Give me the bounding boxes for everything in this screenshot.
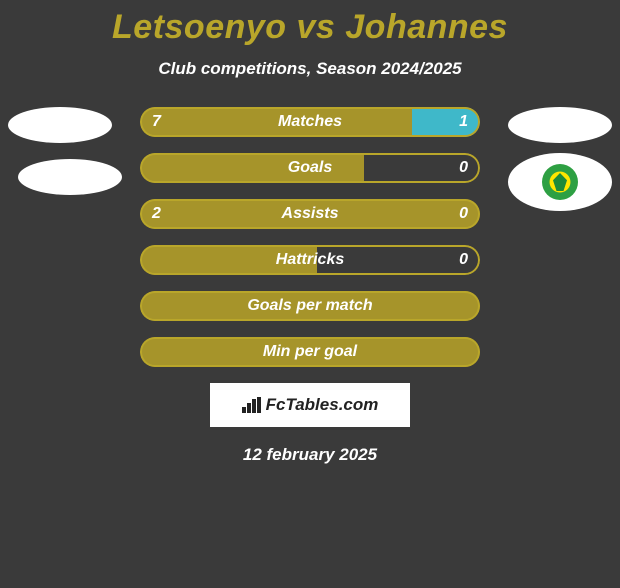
stat-label: Goals	[288, 159, 332, 177]
stat-value-right: 0	[459, 251, 468, 269]
stat-label: Hattricks	[276, 251, 344, 269]
stat-fill-left	[140, 107, 412, 137]
stat-bars: 7 1 Matches 0 Goals 2 0 Assists 0 Hattricks Goals …	[140, 107, 480, 367]
stat-row: Goals per match	[140, 291, 480, 321]
stat-value-right: 1	[459, 113, 468, 131]
stats-area: 7 1 Matches 0 Goals 2 0 Assists 0 Hattricks Goals …	[0, 107, 620, 465]
date-label: 12 february 2025	[0, 445, 620, 465]
club-crest-icon	[542, 164, 578, 200]
stat-row: 7 1 Matches	[140, 107, 480, 137]
player1-club-logo-2	[18, 159, 122, 195]
stat-label: Matches	[278, 113, 342, 131]
stat-label: Min per goal	[263, 343, 357, 361]
stat-fill-right	[412, 107, 480, 137]
subtitle: Club competitions, Season 2024/2025	[0, 59, 620, 79]
player2-club-logo-2	[508, 153, 612, 211]
stat-value-left: 7	[152, 113, 161, 131]
stat-value-right: 0	[459, 205, 468, 223]
branding-text: FcTables.com	[266, 395, 379, 415]
chart-bars-icon	[242, 397, 262, 413]
stat-row: Min per goal	[140, 337, 480, 367]
stat-label: Assists	[282, 205, 339, 223]
player1-club-logo-1	[8, 107, 112, 143]
stat-row: 0 Hattricks	[140, 245, 480, 275]
stat-value-right: 0	[459, 159, 468, 177]
branding-badge: FcTables.com	[210, 383, 410, 427]
page-title: Letsoenyo vs Johannes	[0, 8, 620, 47]
stat-value-left: 2	[152, 205, 161, 223]
stat-row: 0 Goals	[140, 153, 480, 183]
stat-label: Goals per match	[247, 297, 372, 315]
player2-club-logo-1	[508, 107, 612, 143]
stat-row: 2 0 Assists	[140, 199, 480, 229]
